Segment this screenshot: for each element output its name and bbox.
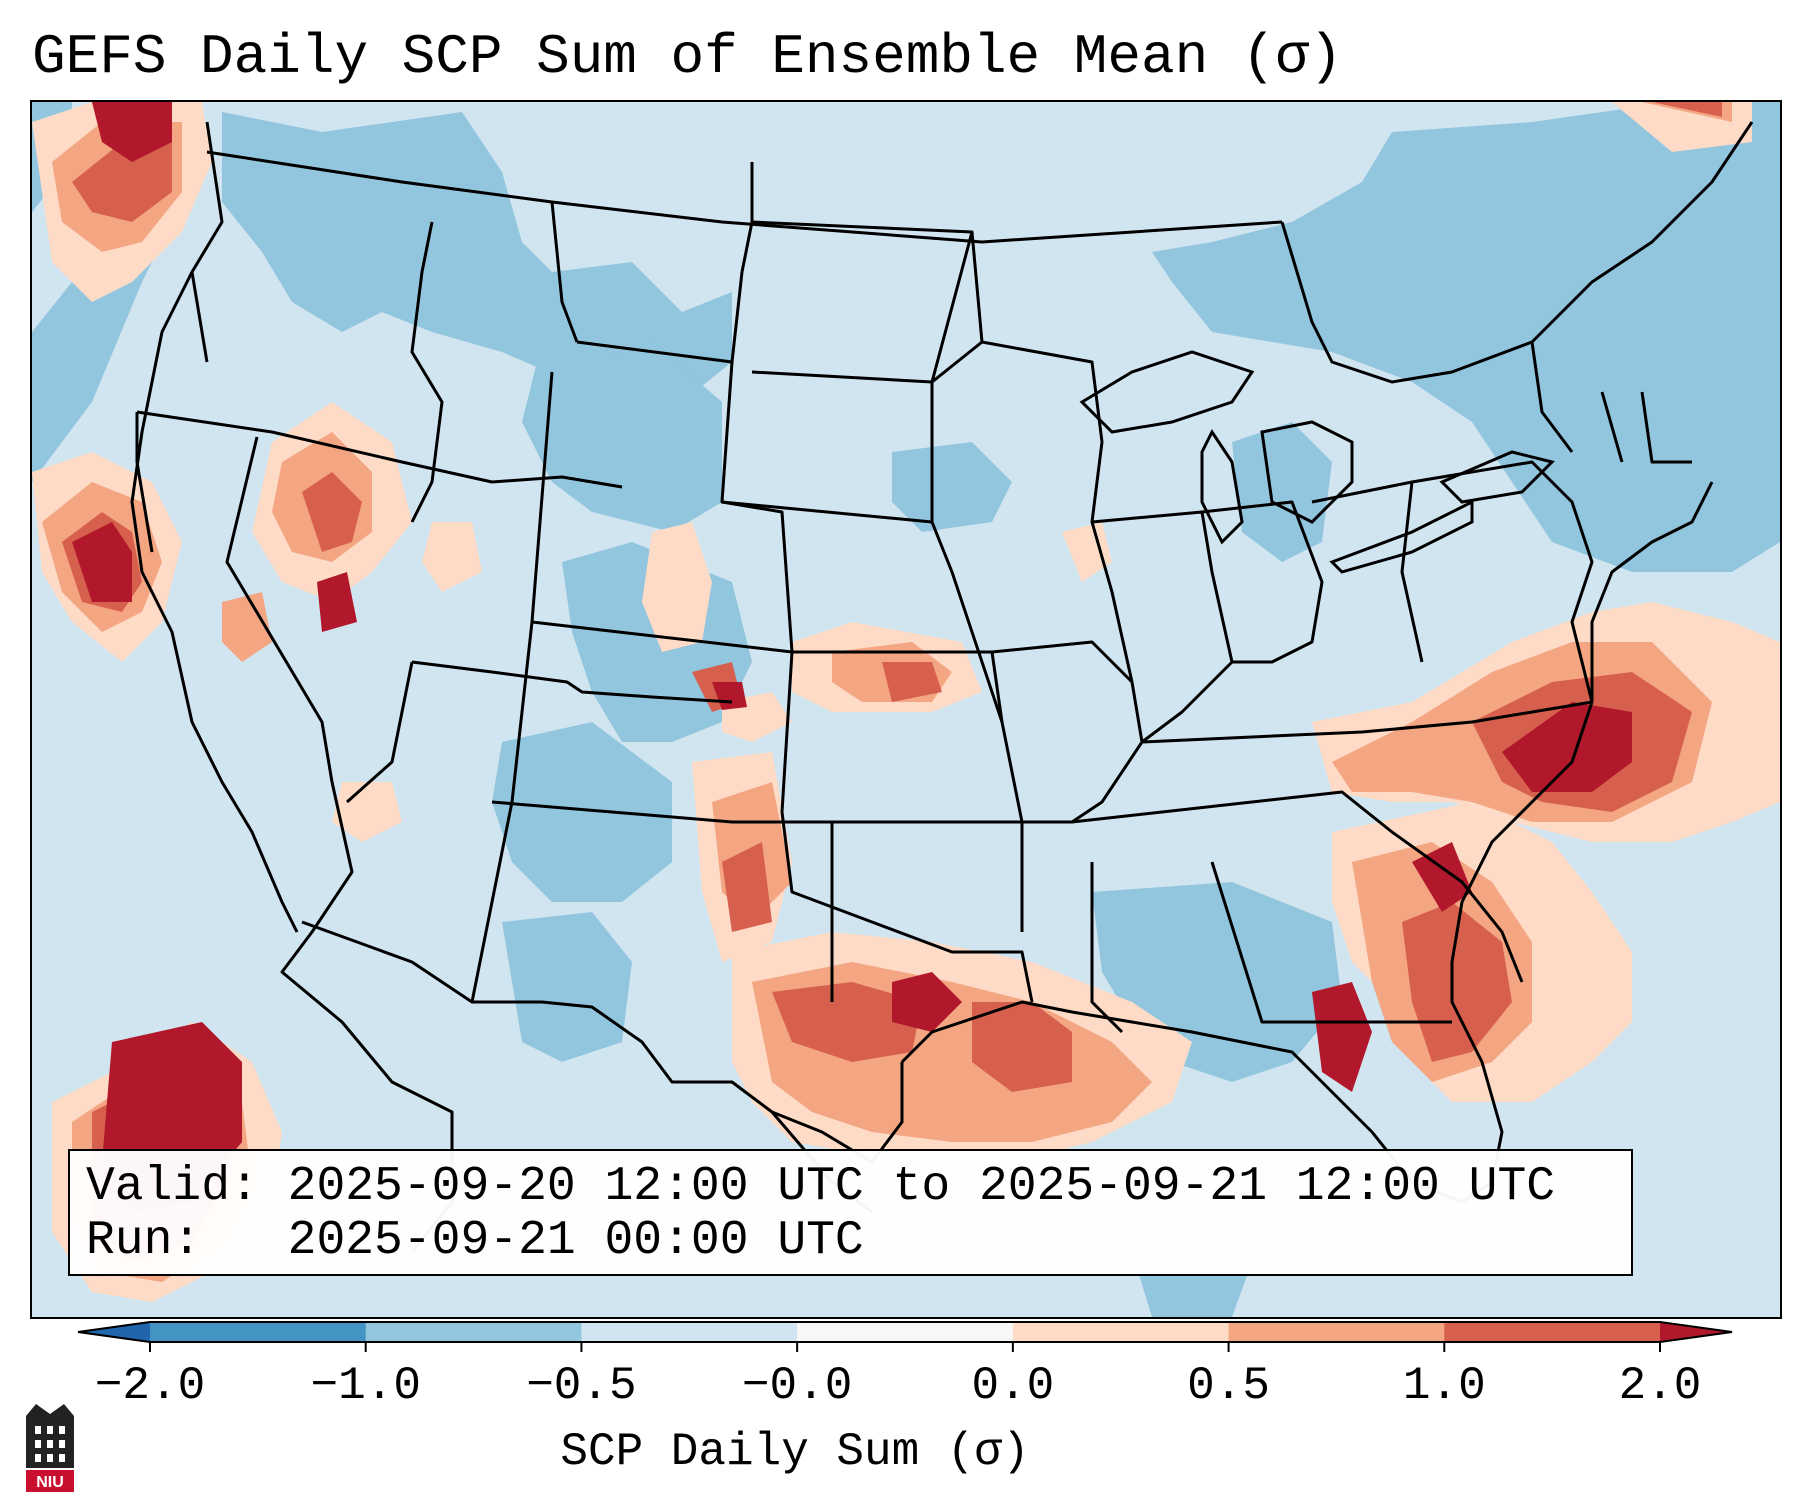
valid-label: Valid: — [86, 1160, 259, 1214]
info-box: Valid: 2025-09-20 12:00 UTC to 2025-09-2… — [68, 1149, 1633, 1276]
colorbar — [77, 1321, 1733, 1352]
colorbar-tick-label: 0.5 — [1187, 1360, 1270, 1412]
valid-line: Valid: 2025-09-20 12:00 UTC to 2025-09-2… — [86, 1159, 1555, 1215]
colorbar-segment — [1444, 1322, 1661, 1342]
colorbar-segment — [1012, 1322, 1230, 1342]
colorbar-tick-label: 0.0 — [971, 1360, 1055, 1412]
run-value: 2025-09-21 00:00 UTC — [287, 1214, 864, 1268]
niu-logo-text: NIU — [36, 1474, 64, 1491]
state-boundaries — [135, 121, 1754, 1253]
colorbar-segment — [1228, 1322, 1445, 1342]
map-title: GEFS Daily SCP Sum of Ensemble Mean (σ) — [32, 25, 1343, 89]
colorbar-extend-low — [78, 1322, 150, 1342]
colorbar-tick-label: 2.0 — [1618, 1360, 1702, 1412]
valid-value: 2025-09-20 12:00 UTC to 2025-09-21 12:00… — [287, 1160, 1556, 1214]
colorbar-tick-label: −0.0 — [741, 1360, 853, 1412]
niu-logo: NIU — [26, 1404, 74, 1492]
map-frame: Valid: 2025-09-20 12:00 UTC to 2025-09-2… — [30, 100, 1782, 1319]
colorbar-tick-label: 1.0 — [1402, 1360, 1486, 1412]
colorbar-extend-high — [1660, 1322, 1732, 1342]
colorbar-label: SCP Daily Sum (σ) — [560, 1426, 1030, 1478]
run-line: Run: 2025-09-21 00:00 UTC — [86, 1213, 864, 1269]
colorbar-segment — [797, 1322, 1014, 1342]
colorbar-tick-label: −1.0 — [310, 1360, 421, 1412]
colorbar-segment — [581, 1322, 798, 1342]
map-canvas — [32, 102, 1780, 1317]
run-label: Run: — [86, 1214, 202, 1268]
colorbar-tick-label: −2.0 — [94, 1360, 206, 1412]
colorbar-segment — [150, 1322, 367, 1342]
colorbar-tick-label: −0.5 — [526, 1360, 637, 1412]
colorbar-segment — [365, 1322, 582, 1342]
great-lakes — [1079, 350, 1555, 574]
